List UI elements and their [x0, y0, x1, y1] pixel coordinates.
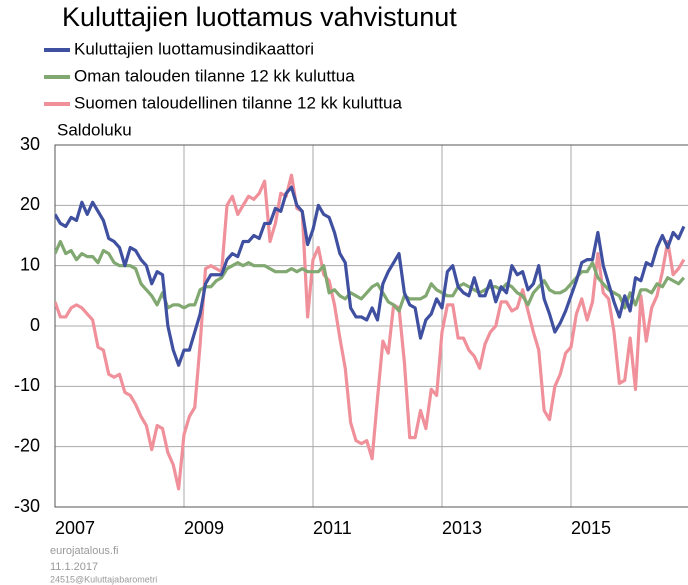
- y-tick-label: -30: [14, 496, 40, 516]
- x-tick-label: 2015: [571, 518, 611, 538]
- legend-label: Suomen taloudellinen tilanne 12 kk kulut…: [74, 93, 402, 112]
- x-tick-label: 2009: [184, 518, 224, 538]
- y-tick-label: -20: [14, 435, 40, 455]
- legend-label: Kuluttajien luottamusindikaattori: [74, 39, 314, 58]
- x-tick-label: 2007: [55, 518, 95, 538]
- y-tick-label: 30: [20, 134, 40, 154]
- y-axis-label: Saldoluku: [57, 120, 132, 139]
- chart-title: Kuluttajien luottamus vahvistunut: [62, 2, 457, 32]
- legend-label: Oman talouden tilanne 12 kk kuluttua: [74, 66, 355, 85]
- x-tick-label: 2013: [442, 518, 482, 538]
- y-tick-label: 20: [20, 194, 40, 214]
- y-tick-label: -10: [14, 375, 40, 395]
- footer: 24515@Kuluttajabarometri: [50, 574, 157, 584]
- y-tick-label: 10: [20, 254, 40, 274]
- footer: 11.1.2017: [50, 561, 98, 573]
- x-tick-label: 2011: [313, 518, 352, 538]
- series-line: [55, 173, 686, 491]
- y-tick-label: 0: [30, 315, 40, 335]
- plot-frame: [54, 144, 688, 508]
- footer: eurojatalous.fi: [50, 545, 119, 557]
- series-line: [55, 185, 686, 367]
